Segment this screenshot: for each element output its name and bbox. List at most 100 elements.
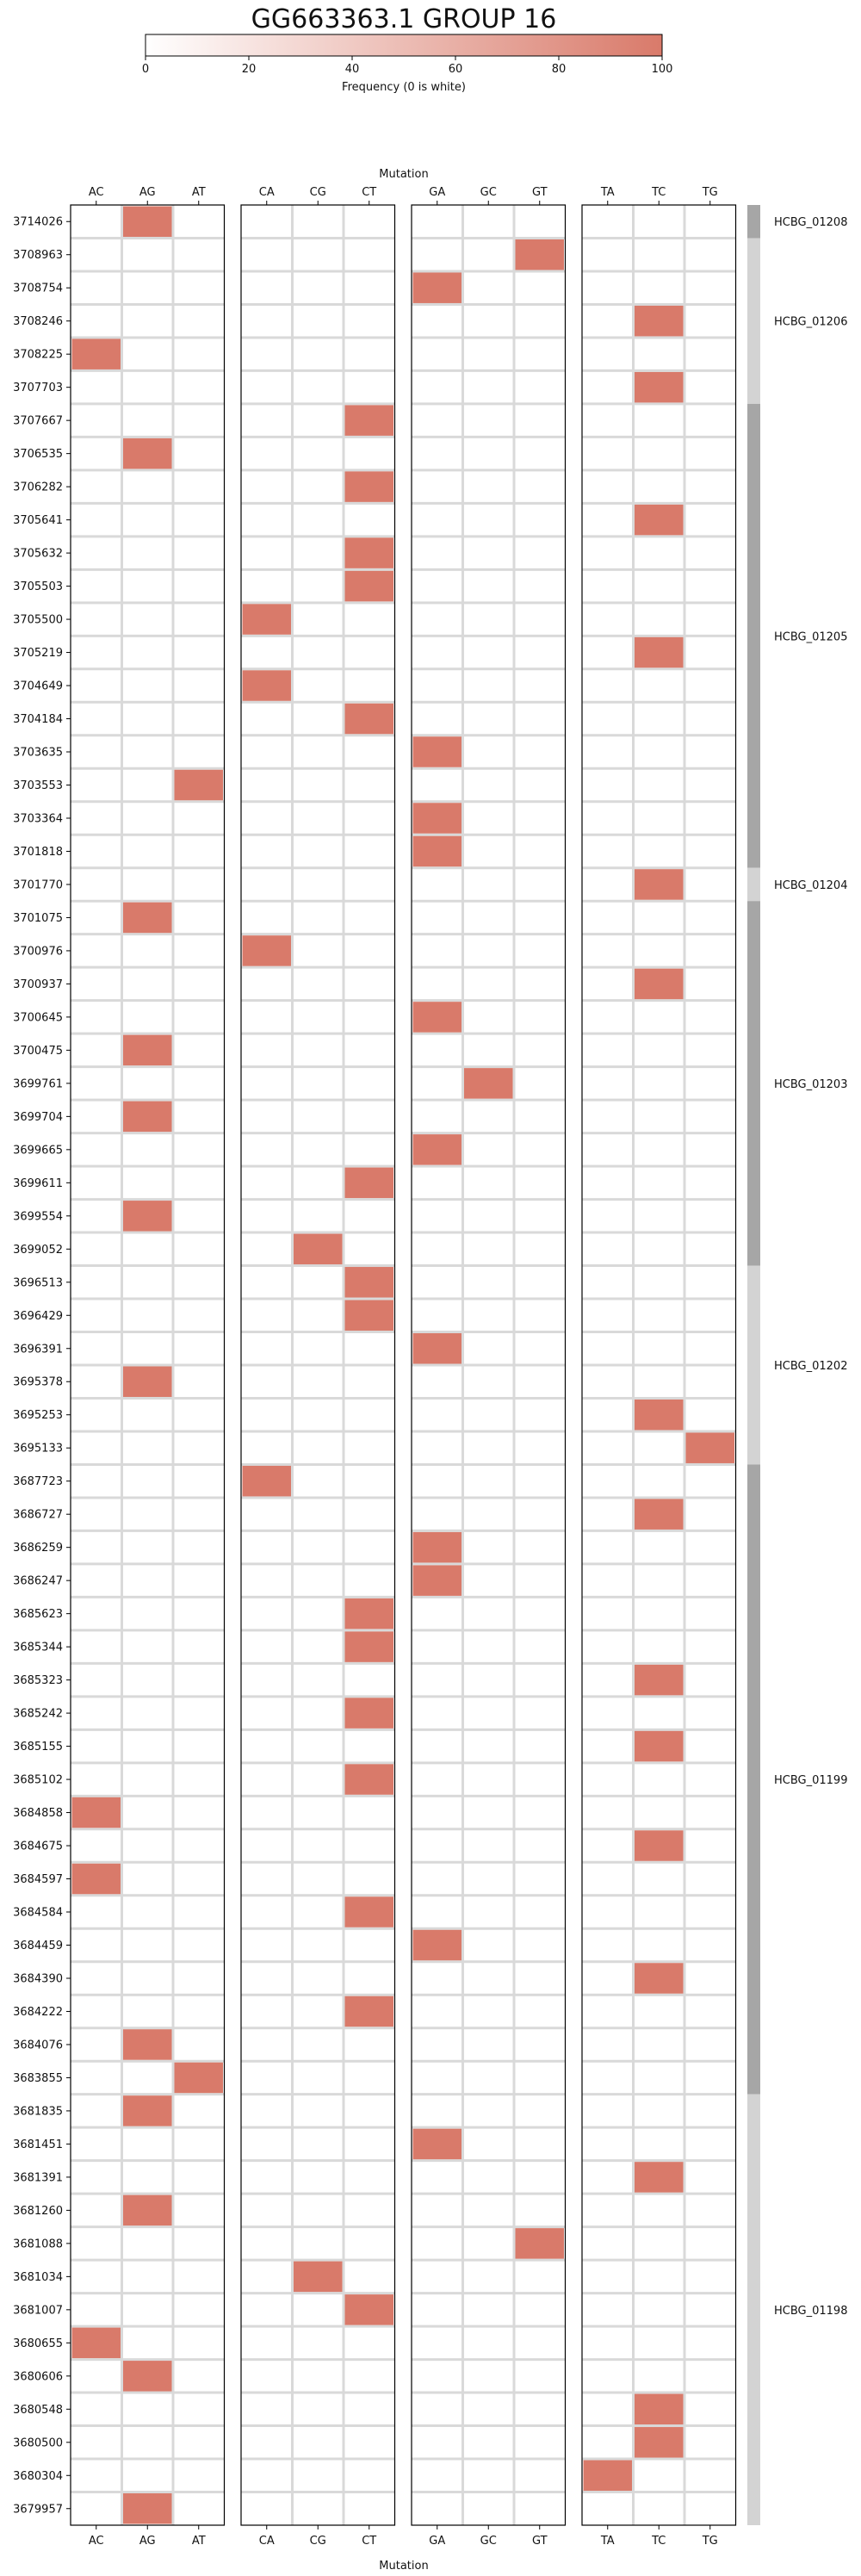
colorbar-tick-label: 20 [242,63,257,76]
y-tick-label: 3703364 [13,812,63,825]
y-tick-label: 3707703 [13,382,63,394]
y-tick-label: 3704649 [13,680,63,693]
y-tick-label: 3686259 [13,1542,63,1555]
heatmap-cell [344,1996,393,2027]
y-tick-label: 3695133 [13,1443,63,1456]
colorbar-tick-label: 80 [552,63,567,76]
x-axis-label-bottom: Mutation [379,2560,428,2573]
heatmap-cell [344,471,393,502]
y-tick-label: 3681451 [13,2138,63,2151]
y-tick-label: 3696429 [13,1310,63,1323]
y-tick-label: 3699052 [13,1244,63,1257]
y-tick-label: 3699611 [13,1177,63,1190]
x-tick-label-bottom: CG [310,2535,326,2548]
heatmap-cell [344,1631,393,1662]
heatmap-cell [294,2261,343,2293]
heatmap-cell [123,2361,172,2392]
heatmap-cell [412,1134,461,1165]
heatmap-cell [635,1399,684,1431]
heatmap-cell [583,2460,632,2492]
heatmap-cell [344,537,393,568]
y-tick-label: 3705632 [13,548,63,561]
colorbar-tick-label: 40 [345,63,360,76]
heatmap-cell [123,902,172,934]
y-tick-label: 3684390 [13,1972,63,1985]
y-tick-label: 3686727 [13,1509,63,1522]
heatmap-cell [344,2294,393,2325]
y-tick-label: 3708246 [13,315,63,328]
x-tick-label-top: GT [532,186,548,199]
y-tick-label: 3684584 [13,1907,63,1920]
x-tick-label-top: TG [702,186,718,199]
y-tick-label: 3708225 [13,349,63,362]
heatmap-cell [123,1201,172,1232]
y-tick-label: 3681007 [13,2304,63,2317]
x-tick-label-top: CA [259,186,275,199]
y-tick-label: 3680548 [13,2404,63,2417]
colorbar [145,34,663,57]
heatmap-cell [123,1366,172,1397]
y-tick-label: 3696513 [13,1276,63,1289]
y-tick-label: 3680606 [13,2370,63,2383]
y-tick-label: 3703635 [13,747,63,760]
heatmap-cell [344,1698,393,1729]
heatmap-cell [174,2062,223,2094]
x-tick-label-bottom: GT [532,2535,548,2548]
gene-segment [747,403,760,868]
y-tick-label: 3685155 [13,1741,63,1754]
heatmap-cell [412,1531,461,1563]
heatmap-cell [515,239,564,270]
heatmap-cell [412,803,461,834]
y-tick-label: 3705503 [13,580,63,593]
y-tick-label: 3707667 [13,415,63,428]
y-tick-label: 3708963 [13,249,63,262]
y-tick-label: 3706535 [13,448,63,461]
y-tick-label: 3685102 [13,1774,63,1787]
gene-label: HCBG_01205 [774,630,847,643]
heatmap-cell [635,1664,684,1696]
heatmap-cell [412,1929,461,1961]
x-tick-label-bottom: CT [362,2535,376,2548]
y-tick-label: 3681260 [13,2205,63,2218]
colorbar-tick-label: 0 [142,63,149,76]
x-tick-label-bottom: AT [192,2535,206,2548]
x-tick-label-top: AC [89,186,104,199]
heatmap-cell [635,2427,684,2458]
y-tick-label: 3685242 [13,1708,63,1721]
x-tick-label-bottom: AC [89,2535,104,2548]
heatmap-cell [123,1101,172,1133]
y-tick-label: 3680655 [13,2337,63,2350]
x-tick-label-bottom: CA [259,2535,275,2548]
x-tick-label-bottom: GC [480,2535,497,2548]
y-tick-label: 3684597 [13,1873,63,1886]
x-tick-label-top: CG [310,186,326,199]
y-tick-label: 3686247 [13,1575,63,1588]
x-tick-label-bottom: GA [429,2535,445,2548]
heatmap-cell [412,736,461,767]
y-tick-label: 3701818 [13,846,63,859]
y-tick-label: 3685623 [13,1608,63,1621]
y-tick-label: 3708754 [13,282,63,295]
y-tick-label: 3683855 [13,2072,63,2085]
colorbar-tick-label: 100 [652,63,673,76]
heatmap-cell [635,2393,684,2425]
heatmap-cell [685,1432,734,1463]
heatmap-cell [242,670,291,701]
y-tick-label: 3684076 [13,2039,63,2051]
heatmap-cell [344,1167,393,1199]
y-tick-label: 3684459 [13,1940,63,1952]
y-tick-label: 3699665 [13,1144,63,1157]
y-tick-label: 3700937 [13,978,63,991]
x-tick-label-top: GC [480,186,497,199]
y-tick-label: 3681088 [13,2238,63,2250]
y-tick-label: 3700475 [13,1045,63,1058]
y-tick-label: 3705500 [13,614,63,627]
y-tick-label: 3701075 [13,912,63,925]
y-tick-label: 3704184 [13,713,63,726]
y-tick-label: 3700976 [13,945,63,958]
y-tick-label: 3681835 [13,2105,63,2118]
y-tick-label: 3695253 [13,1409,63,1422]
y-tick-label: 3703553 [13,779,63,792]
x-tick-label-top: CT [362,186,376,199]
heatmap-cell [71,2327,121,2359]
